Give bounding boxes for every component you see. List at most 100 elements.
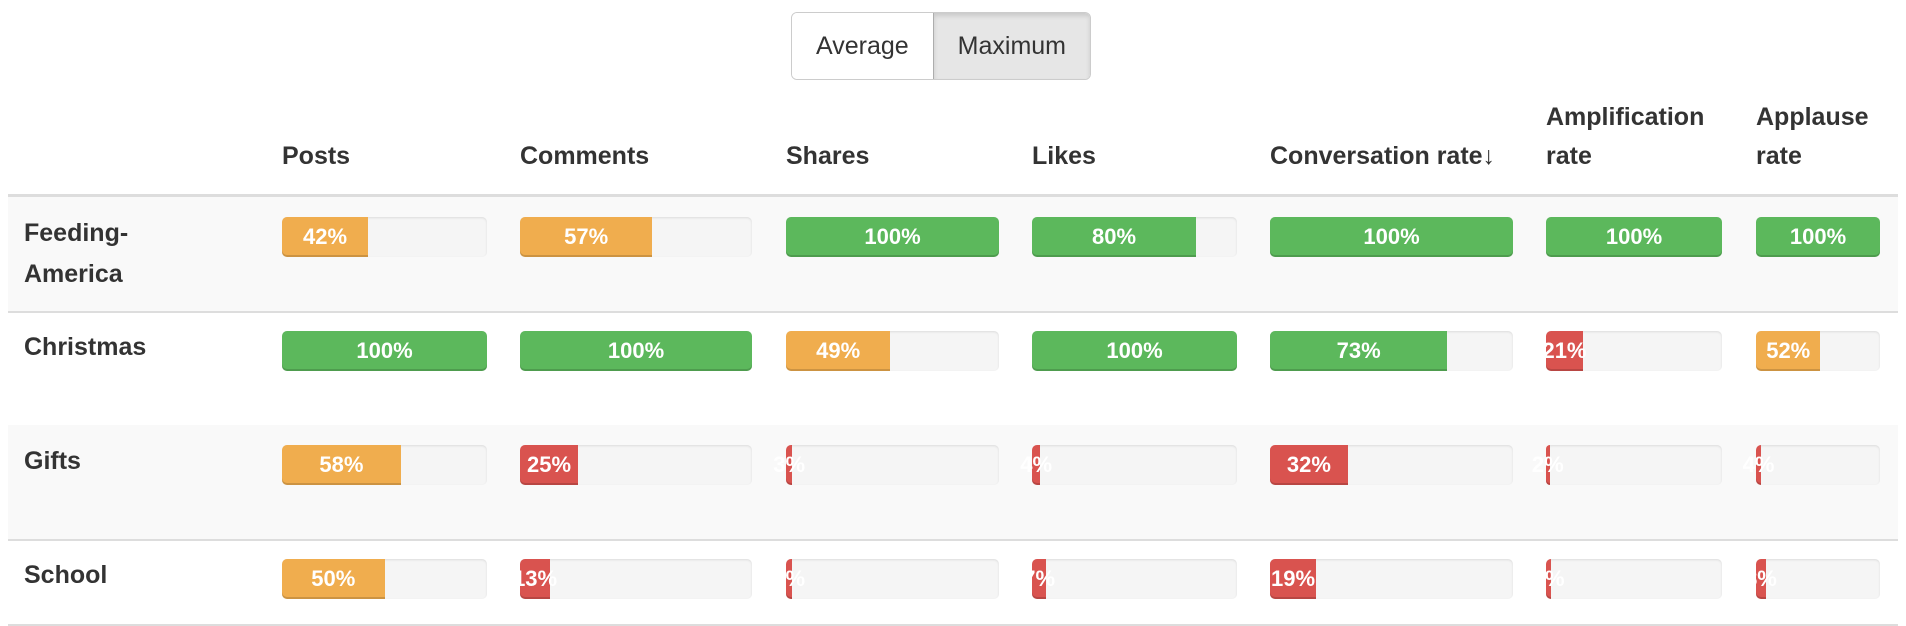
progress-bar: 3%	[1532, 559, 1722, 599]
progress-value: 100%	[1106, 338, 1163, 363]
progress-fill	[1032, 559, 1047, 599]
progress-value: 100%	[607, 338, 665, 363]
column-header-shares[interactable]: Shares	[786, 142, 870, 170]
progress-fill	[282, 217, 369, 257]
progress-value: 80%	[1091, 224, 1137, 249]
progress-value: 50%	[311, 566, 356, 591]
progress-bar: 19%	[1270, 559, 1513, 599]
progress-value: 8%	[1745, 566, 1777, 591]
progress-fill	[786, 217, 999, 257]
progress-bar: 57%	[520, 217, 752, 257]
progress-fill	[1032, 217, 1196, 257]
progress-fill	[1032, 445, 1041, 485]
progress-value: 25%	[526, 452, 572, 477]
progress-bar: 100%	[1270, 217, 1513, 257]
progress-fill	[786, 559, 793, 599]
progress-value: 19%	[1271, 566, 1316, 591]
progress-bar: 4%	[1742, 445, 1880, 485]
progress-value: 3%	[773, 452, 806, 477]
progress-fill	[1270, 217, 1513, 257]
progress-value: 58%	[319, 452, 364, 477]
table-row: Christmas 100% 100% 49% 100% 73% 21% 52%	[8, 311, 1898, 427]
progress-fill	[1756, 217, 1880, 257]
progress-bar: 100%	[1032, 331, 1237, 371]
progress-fill	[1270, 331, 1448, 371]
progress-bar: 3%	[773, 559, 999, 599]
progress-bar: 2%	[1531, 445, 1722, 485]
progress-fill	[1756, 559, 1766, 599]
progress-value: 32%	[1286, 452, 1331, 477]
progress-bar: 58%	[282, 445, 487, 485]
average-button[interactable]: Average	[792, 13, 934, 79]
progress-bar: 21%	[1542, 331, 1722, 371]
progress-value: 42%	[303, 224, 348, 249]
progress-fill	[1546, 445, 1550, 485]
progress-bar: 100%	[1756, 217, 1880, 257]
progress-value: 7%	[1023, 566, 1056, 591]
row-label: Gifts	[24, 447, 81, 475]
progress-value: 52%	[1766, 338, 1811, 363]
progress-fill	[1270, 445, 1348, 485]
progress-bar: 80%	[1032, 217, 1237, 257]
column-header-comments[interactable]: Comments	[520, 142, 650, 170]
progress-value: 21%	[1542, 338, 1587, 363]
progress-bar: 52%	[1756, 331, 1880, 371]
progress-value: 57%	[564, 224, 609, 249]
table-row: Gifts 58% 25% 3% 4% 32% 2% 4%	[8, 425, 1898, 541]
column-header-applause-rate[interactable]: Applause rate	[1756, 103, 1869, 170]
progress-fill	[1546, 217, 1722, 257]
progress-bar: 49%	[786, 331, 999, 371]
progress-value: 4%	[1742, 452, 1775, 477]
progress-value: 100%	[1605, 224, 1663, 249]
table-row: School 50% 13% 3% 7% 19% 3% 8%	[8, 539, 1898, 626]
progress-value: 2%	[1531, 452, 1564, 477]
progress-fill	[1546, 559, 1552, 599]
row-label: Christmas	[24, 333, 147, 361]
progress-bar: 7%	[1023, 559, 1237, 599]
progress-value: 13%	[513, 566, 558, 591]
progress-value: 73%	[1336, 338, 1381, 363]
progress-fill	[786, 331, 891, 371]
progress-fill	[1032, 331, 1237, 371]
progress-fill	[282, 445, 401, 485]
progress-fill	[520, 217, 653, 257]
progress-bar: 100%	[1546, 217, 1722, 257]
progress-value: 3%	[1532, 566, 1565, 591]
progress-value: 4%	[1020, 452, 1052, 477]
column-header-posts[interactable]: Posts	[282, 142, 351, 170]
progress-bar: 100%	[520, 331, 752, 371]
progress-value: 49%	[816, 338, 861, 363]
progress-fill	[282, 331, 487, 371]
column-header-amplification-rate[interactable]: Amplification rate	[1546, 103, 1705, 170]
progress-value: 100%	[356, 338, 413, 363]
progress-bar: 25%	[520, 445, 752, 485]
progress-value: 3%	[773, 566, 806, 591]
column-header-conversation-rate[interactable]: Conversation rate↓	[1270, 142, 1496, 170]
progress-bar: 8%	[1745, 559, 1880, 599]
table-row: Feeding-America 42% 57% 100% 80% 100% 100% 100%	[8, 197, 1898, 313]
progress-fill	[1756, 331, 1821, 371]
progress-value: 100%	[864, 224, 921, 249]
average-maximum-toggle: Average Maximum	[791, 12, 1092, 80]
maximum-button[interactable]: Maximum	[933, 13, 1091, 79]
progress-fill	[282, 559, 385, 599]
progress-value: 100%	[1789, 224, 1847, 249]
progress-bar: 50%	[282, 559, 487, 599]
progress-fill	[520, 445, 578, 485]
progress-bar: 32%	[1270, 445, 1513, 485]
progress-fill	[520, 331, 752, 371]
progress-bar: 13%	[513, 559, 752, 599]
progress-fill	[786, 445, 793, 485]
progress-bar: 42%	[282, 217, 487, 257]
progress-fill	[1546, 331, 1583, 371]
progress-fill	[520, 559, 551, 599]
progress-bar: 73%	[1270, 331, 1513, 371]
progress-fill	[1270, 559, 1317, 599]
row-label: School	[24, 561, 108, 589]
column-header-likes[interactable]: Likes	[1032, 142, 1096, 170]
progress-bar: 4%	[1020, 445, 1237, 485]
progress-bar: 100%	[282, 331, 487, 371]
row-label: Feeding-America	[24, 219, 129, 288]
progress-bar: 100%	[786, 217, 999, 257]
table-header: Posts Comments Shares Likes Conversation rat…	[8, 100, 1898, 197]
